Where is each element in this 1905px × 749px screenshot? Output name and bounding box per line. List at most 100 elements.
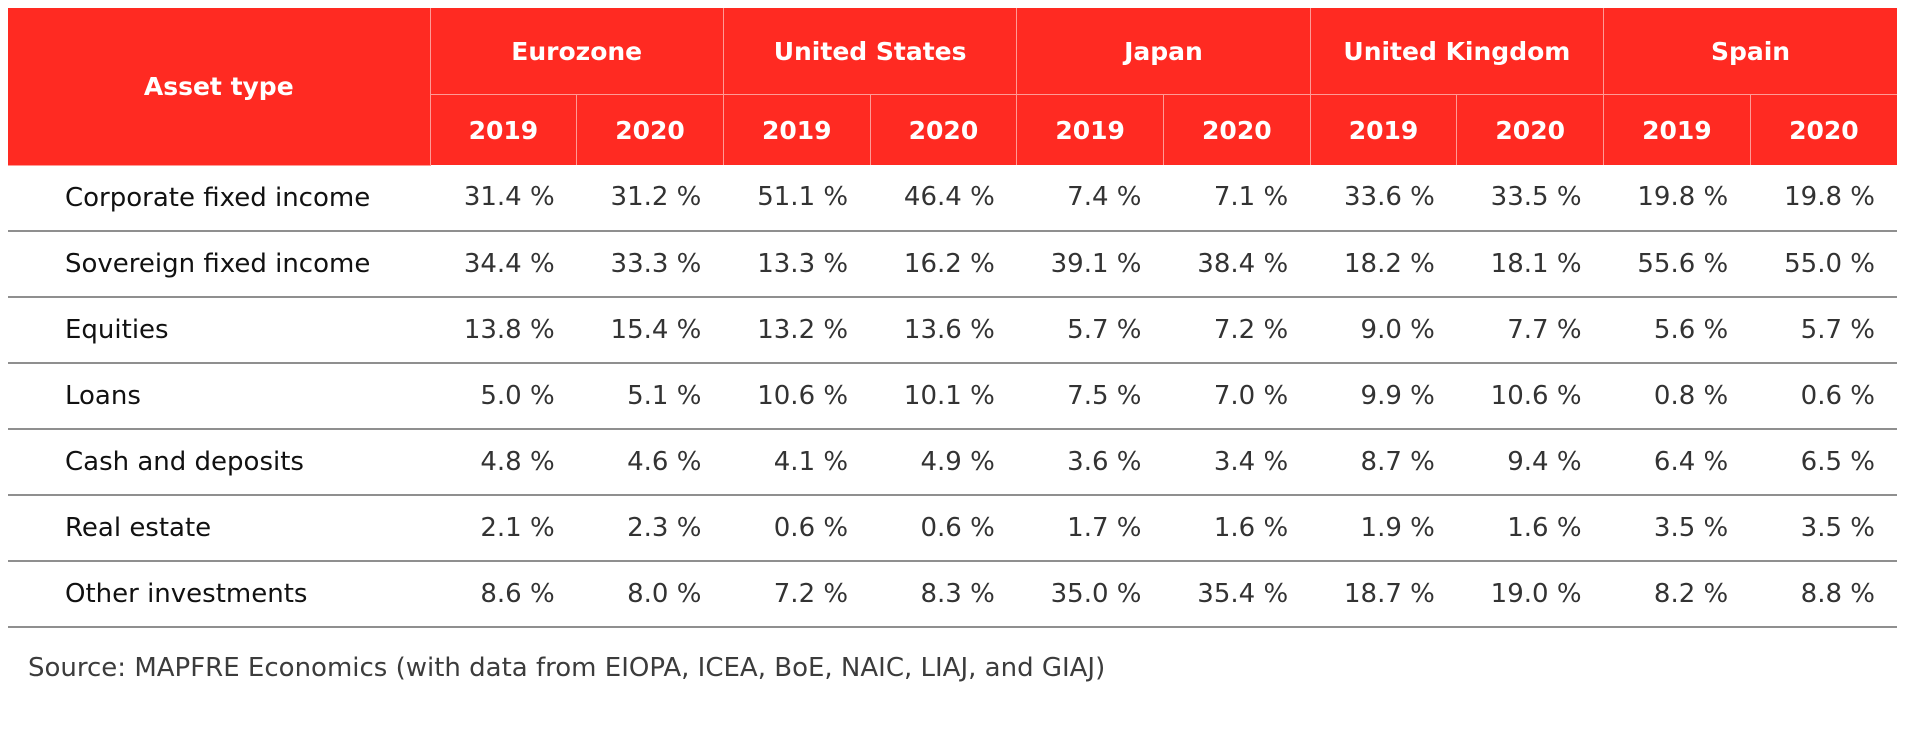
table-cell: 4.6 % xyxy=(576,428,724,496)
table-cell: 13.2 % xyxy=(723,296,871,364)
table-cell: 5.0 % xyxy=(430,362,577,430)
table-cell: 33.5 % xyxy=(1456,165,1604,232)
table-cell: 39.1 % xyxy=(1016,230,1164,298)
table-cell: 1.6 % xyxy=(1456,494,1604,562)
table-cell: 10.6 % xyxy=(1456,362,1604,430)
year-header: 2019 xyxy=(1016,94,1164,165)
asset-label: Real estate xyxy=(8,494,431,562)
table-cell: 1.6 % xyxy=(1163,494,1311,562)
table-cell: 7.0 % xyxy=(1163,362,1311,430)
table-cell: 19.8 % xyxy=(1750,165,1897,232)
table-cell: 2.3 % xyxy=(576,494,724,562)
table-cell: 5.7 % xyxy=(1016,296,1164,364)
table-cell: 4.8 % xyxy=(430,428,577,496)
table-cell: 10.6 % xyxy=(723,362,871,430)
table-cell: 2.1 % xyxy=(430,494,577,562)
asset-label: Corporate fixed income xyxy=(8,165,431,232)
asset-label: Other investments xyxy=(8,560,431,628)
table-cell: 7.4 % xyxy=(1016,165,1164,232)
table-cell: 8.7 % xyxy=(1310,428,1457,496)
table-row-equities: Equities 13.8 % 15.4 % 13.2 % 13.6 % 5.7… xyxy=(8,296,1897,364)
table-cell: 8.8 % xyxy=(1750,560,1897,628)
table-cell: 9.0 % xyxy=(1310,296,1457,364)
table-cell: 0.8 % xyxy=(1603,362,1751,430)
table-cell: 8.0 % xyxy=(576,560,724,628)
table-cell: 18.7 % xyxy=(1310,560,1457,628)
year-header: 2020 xyxy=(1749,94,1897,165)
table-row-cash-and-deposits: Cash and deposits 4.8 % 4.6 % 4.1 % 4.9 … xyxy=(8,428,1897,496)
table-cell: 3.5 % xyxy=(1603,494,1751,562)
table-cell: 7.2 % xyxy=(723,560,871,628)
table-cell: 5.6 % xyxy=(1603,296,1751,364)
table-cell: 10.1 % xyxy=(870,362,1017,430)
table-row-sovereign-fixed-income: Sovereign fixed income 34.4 % 33.3 % 13.… xyxy=(8,230,1897,298)
table-cell: 9.4 % xyxy=(1456,428,1604,496)
table-cell: 16.2 % xyxy=(870,230,1017,298)
table-cell: 46.4 % xyxy=(870,165,1017,232)
table-cell: 5.1 % xyxy=(576,362,724,430)
table-cell: 0.6 % xyxy=(723,494,871,562)
table-cell: 4.1 % xyxy=(723,428,871,496)
table-cell: 55.6 % xyxy=(1603,230,1751,298)
asset-label: Cash and deposits xyxy=(8,428,431,496)
table-cell: 31.2 % xyxy=(576,165,724,232)
region-header-spain: Spain xyxy=(1603,8,1897,95)
region-header-japan: Japan xyxy=(1016,8,1311,95)
table-cell: 8.3 % xyxy=(870,560,1017,628)
table-cell: 8.6 % xyxy=(430,560,577,628)
year-header: 2019 xyxy=(1603,94,1751,165)
table-cell: 13.8 % xyxy=(430,296,577,364)
asset-label: Sovereign fixed income xyxy=(8,230,431,298)
table-cell: 19.8 % xyxy=(1603,165,1751,232)
table-cell: 6.5 % xyxy=(1750,428,1897,496)
table-cell: 18.2 % xyxy=(1310,230,1457,298)
table-cell: 51.1 % xyxy=(723,165,871,232)
table-cell: 33.6 % xyxy=(1310,165,1457,232)
table-cell: 55.0 % xyxy=(1750,230,1897,298)
region-header-united-kingdom: United Kingdom xyxy=(1309,8,1604,95)
table-cell: 9.9 % xyxy=(1310,362,1457,430)
region-header-eurozone: Eurozone xyxy=(429,8,724,95)
table-cell: 33.3 % xyxy=(576,230,724,298)
year-header: 2020 xyxy=(869,94,1017,165)
header-row-regions: Asset type Eurozone United States Japan … xyxy=(8,8,1897,166)
table-cell: 3.5 % xyxy=(1750,494,1897,562)
region-header-united-states: United States xyxy=(722,8,1017,95)
table-cell: 7.7 % xyxy=(1456,296,1604,364)
table-cell: 0.6 % xyxy=(1750,362,1897,430)
table-cell: 19.0 % xyxy=(1456,560,1604,628)
header-row-years: 2019 2020 2019 2020 2019 2020 2019 2020 … xyxy=(8,94,1897,165)
year-header: 2020 xyxy=(1456,94,1604,165)
table-cell: 4.9 % xyxy=(870,428,1017,496)
table-cell: 7.5 % xyxy=(1016,362,1164,430)
investment-table-container: Asset type Eurozone United States Japan … xyxy=(8,8,1897,628)
table-cell: 3.4 % xyxy=(1163,428,1311,496)
table-row-real-estate: Real estate 2.1 % 2.3 % 0.6 % 0.6 % 1.7 … xyxy=(8,494,1897,562)
table-cell: 6.4 % xyxy=(1603,428,1751,496)
table-row-corporate-fixed-income: Corporate fixed income 31.4 % 31.2 % 51.… xyxy=(8,165,1897,232)
table-cell: 7.1 % xyxy=(1163,165,1311,232)
table-cell: 35.0 % xyxy=(1016,560,1164,628)
investment-allocation-table: Asset type Eurozone United States Japan … xyxy=(8,8,1897,628)
table-cell: 3.6 % xyxy=(1016,428,1164,496)
year-header: 2020 xyxy=(576,94,724,165)
table-cell: 38.4 % xyxy=(1163,230,1311,298)
table-cell: 1.7 % xyxy=(1016,494,1164,562)
table-cell: 31.4 % xyxy=(430,165,577,232)
year-header: 2019 xyxy=(1309,94,1457,165)
table-row-loans: Loans 5.0 % 5.1 % 10.6 % 10.1 % 7.5 % 7.… xyxy=(8,362,1897,430)
source-note: Source: MAPFRE Economics (with data from… xyxy=(28,653,1106,683)
table-cell: 18.1 % xyxy=(1456,230,1604,298)
year-header: 2019 xyxy=(722,94,871,165)
table-cell: 15.4 % xyxy=(576,296,724,364)
asset-type-header: Asset type xyxy=(8,8,431,166)
table-cell: 13.3 % xyxy=(723,230,871,298)
year-header: 2020 xyxy=(1162,94,1311,165)
year-header: 2019 xyxy=(429,94,577,165)
table-cell: 8.2 % xyxy=(1603,560,1751,628)
table-cell: 0.6 % xyxy=(870,494,1017,562)
table-cell: 5.7 % xyxy=(1750,296,1897,364)
table-cell: 35.4 % xyxy=(1163,560,1311,628)
table-cell: 1.9 % xyxy=(1310,494,1457,562)
table-cell: 34.4 % xyxy=(430,230,577,298)
